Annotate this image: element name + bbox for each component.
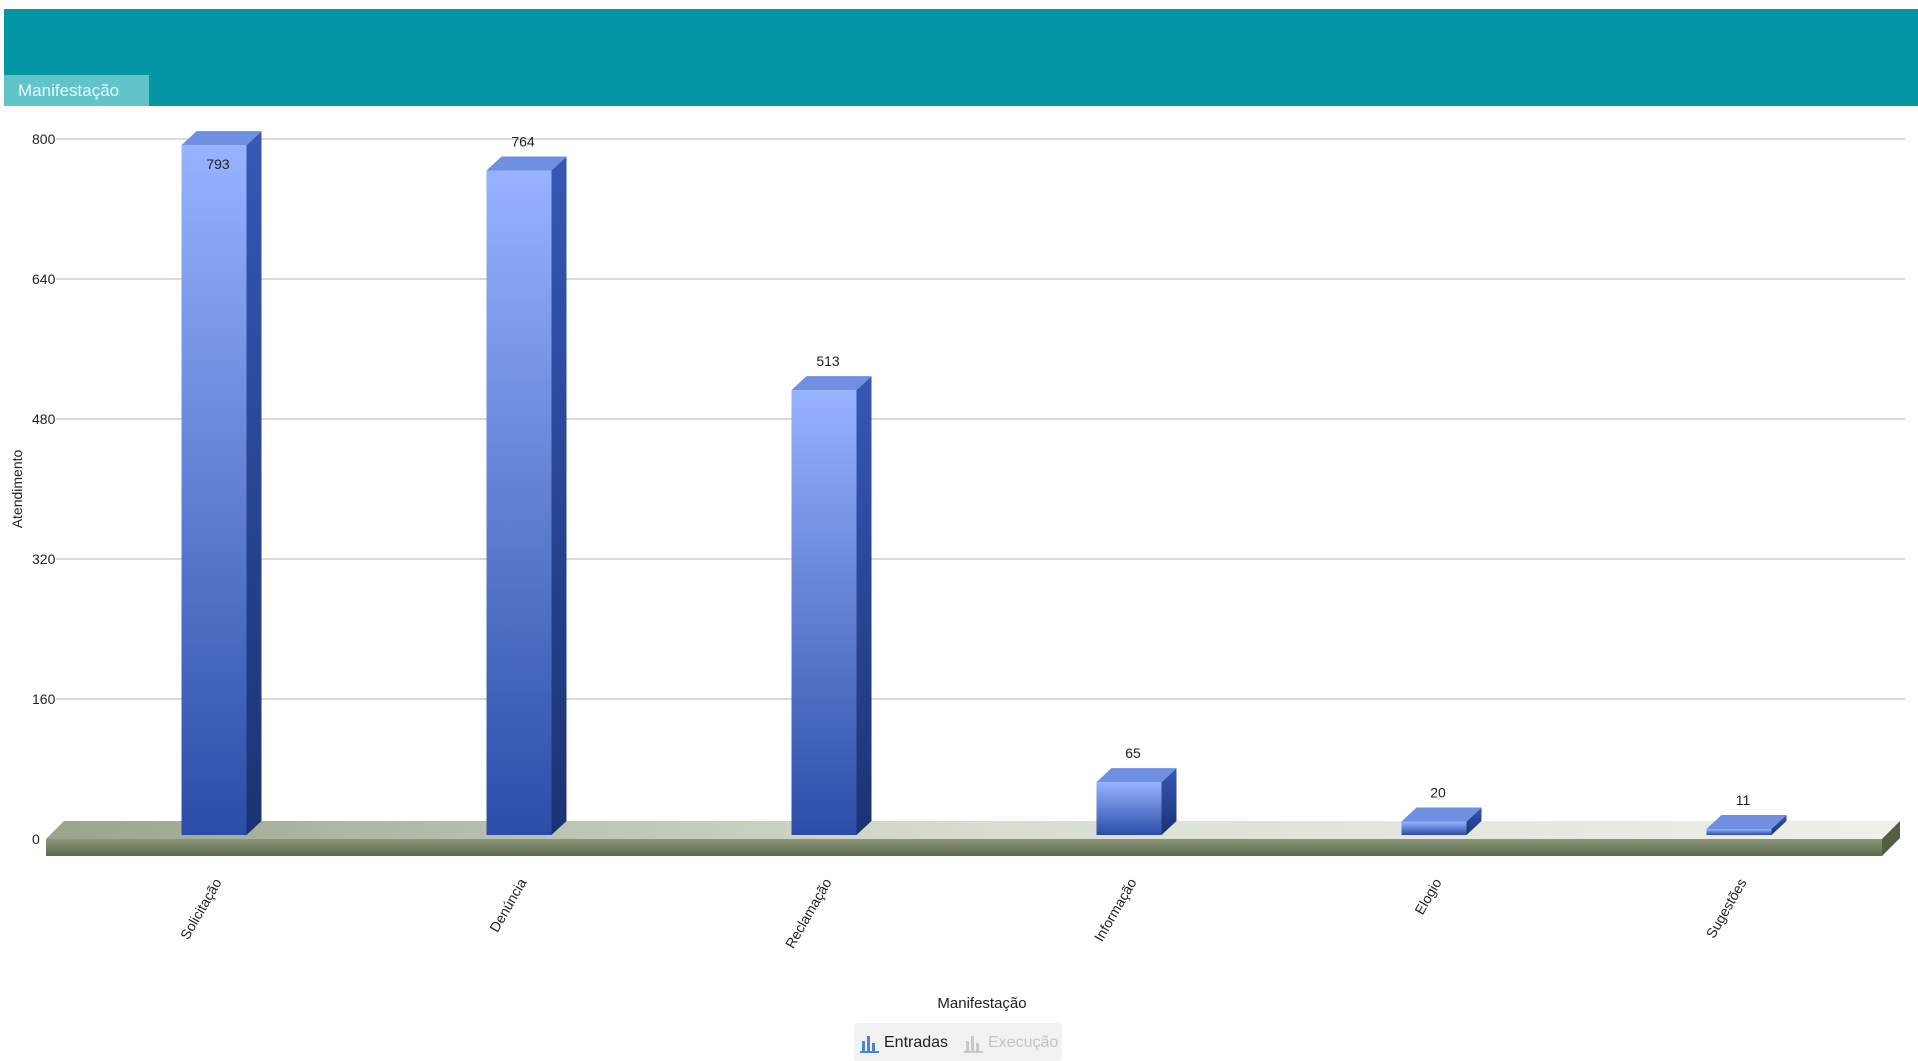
bar-top	[181, 131, 262, 146]
bar-front	[1096, 782, 1162, 835]
bar-top	[1706, 815, 1787, 829]
data-label: 513	[816, 353, 840, 369]
bar-front	[181, 145, 247, 835]
tab-manifestacao[interactable]: Manifestação	[4, 75, 149, 106]
bar-side	[856, 376, 872, 835]
bar-top	[1096, 768, 1177, 783]
bar-side	[1161, 768, 1177, 835]
y-axis-title: Atendimento	[9, 449, 25, 528]
bar-top	[1401, 807, 1482, 822]
data-label: 20	[1430, 785, 1446, 801]
chart-floor-top	[46, 821, 1900, 839]
bar[interactable]: 65	[1096, 745, 1177, 835]
bar-front	[791, 390, 857, 835]
y-tick-label: 0	[32, 831, 40, 847]
bar-chart-icon	[964, 1036, 983, 1053]
bar-front	[1401, 821, 1467, 835]
header-bar	[4, 9, 1918, 106]
data-label: 764	[511, 134, 535, 150]
bar[interactable]: 513	[791, 353, 872, 835]
chart-legend: Entradas Execução	[854, 1023, 1062, 1061]
bar[interactable]: 20	[1401, 785, 1482, 836]
legend-label-execucao: Execução	[988, 1034, 1059, 1051]
bar-top	[486, 156, 567, 171]
bar-front	[486, 170, 552, 835]
bar-side	[551, 156, 567, 835]
x-tick-label: Denúncia	[486, 875, 530, 934]
chart-floor-front	[46, 839, 1882, 856]
x-axis-title: Manifestação	[937, 995, 1026, 1012]
x-tick-label: Reclamação	[782, 875, 835, 951]
y-tick-label: 160	[32, 691, 56, 707]
x-tick-label: Solicitação	[177, 875, 225, 942]
data-label: 793	[206, 156, 230, 172]
x-tick-label: Informação	[1091, 875, 1140, 944]
y-tick-label: 480	[32, 411, 56, 427]
bar-top	[791, 376, 872, 391]
data-label: 65	[1125, 745, 1141, 761]
chart-floor-side	[1882, 821, 1900, 856]
y-tick-label: 320	[32, 551, 56, 567]
bar-chart-icon	[860, 1036, 879, 1053]
bar[interactable]: 11	[1706, 792, 1787, 835]
bar-side	[246, 131, 262, 835]
bar[interactable]: 764	[486, 134, 567, 836]
bar-front	[1706, 829, 1772, 835]
y-tick-label: 640	[32, 271, 56, 287]
y-tick-label: 800	[32, 131, 56, 147]
bar-side	[1771, 815, 1787, 835]
x-tick-label: Sugestões	[1703, 876, 1750, 941]
legend-label-entradas: Entradas	[884, 1034, 949, 1051]
data-label: 11	[1736, 792, 1751, 808]
bar[interactable]: 793	[181, 131, 262, 835]
x-tick-label: Elogio	[1411, 875, 1444, 917]
bar-side	[1466, 807, 1482, 835]
bar-chart: 793 764 513 65 20 11 0 160 320 480 640 800 Solicit…	[9, 131, 1905, 1012]
